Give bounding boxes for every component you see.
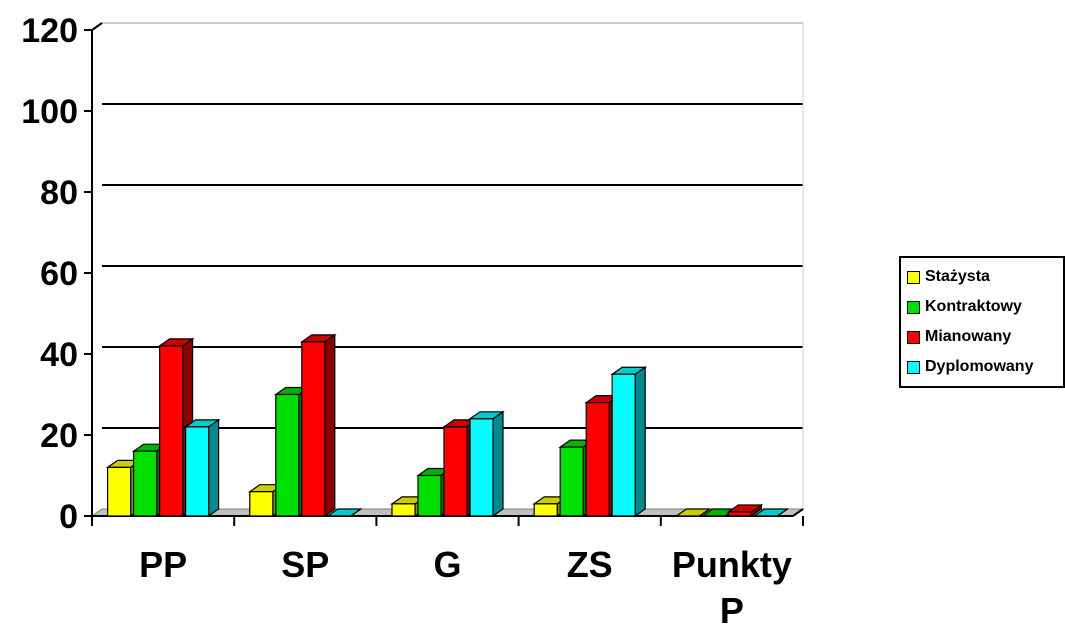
y-tick-label: 40 xyxy=(40,336,78,374)
legend-label: Kontraktowy xyxy=(925,298,1022,315)
bar xyxy=(468,410,505,518)
y-tick-label: 60 xyxy=(40,255,78,293)
legend-label: Dyplomowany xyxy=(925,358,1034,375)
y-tick-label: 80 xyxy=(40,174,78,212)
y-tick-label: 20 xyxy=(40,417,78,455)
legend-swatch xyxy=(907,360,920,374)
legend-label: Mianowany xyxy=(925,328,1012,345)
legend: Stażysta Kontraktowy Mianowany Dyplomowany xyxy=(899,256,1065,388)
legend-item: Stażysta xyxy=(907,262,1063,292)
y-axis-depth xyxy=(91,22,103,31)
bar xyxy=(610,366,648,518)
legend-swatch xyxy=(907,270,920,284)
bar xyxy=(674,508,712,517)
bar xyxy=(752,508,790,517)
legend-item: Dyplomowany xyxy=(907,352,1063,382)
category-label: ZS xyxy=(567,544,613,585)
legend-item: Mianowany xyxy=(907,322,1063,352)
category-label: PP xyxy=(139,544,187,585)
x-axis-depth xyxy=(792,508,804,517)
category-label: G xyxy=(433,544,461,585)
bar xyxy=(726,503,764,518)
bar xyxy=(183,418,221,518)
category-label: Punkty xyxy=(672,544,792,585)
legend-swatch xyxy=(907,330,920,344)
bar xyxy=(325,508,363,517)
legend-swatch xyxy=(907,300,920,314)
y-tick-label: 120 xyxy=(21,12,78,50)
gridlines xyxy=(102,22,804,509)
bar xyxy=(299,333,337,518)
legend-label: Stażysta xyxy=(925,268,990,285)
category-label: SP xyxy=(281,544,329,585)
y-tick-label: 100 xyxy=(21,93,78,131)
y-tick-labels: 0 20 40 60 80 100 120 xyxy=(21,12,78,536)
y-tick-label: 0 xyxy=(59,498,78,536)
legend-item: Kontraktowy xyxy=(907,292,1063,322)
category-labels: PP SP G ZS Punkty P xyxy=(139,544,792,624)
bars xyxy=(105,333,790,518)
category-label: P xyxy=(720,590,744,624)
